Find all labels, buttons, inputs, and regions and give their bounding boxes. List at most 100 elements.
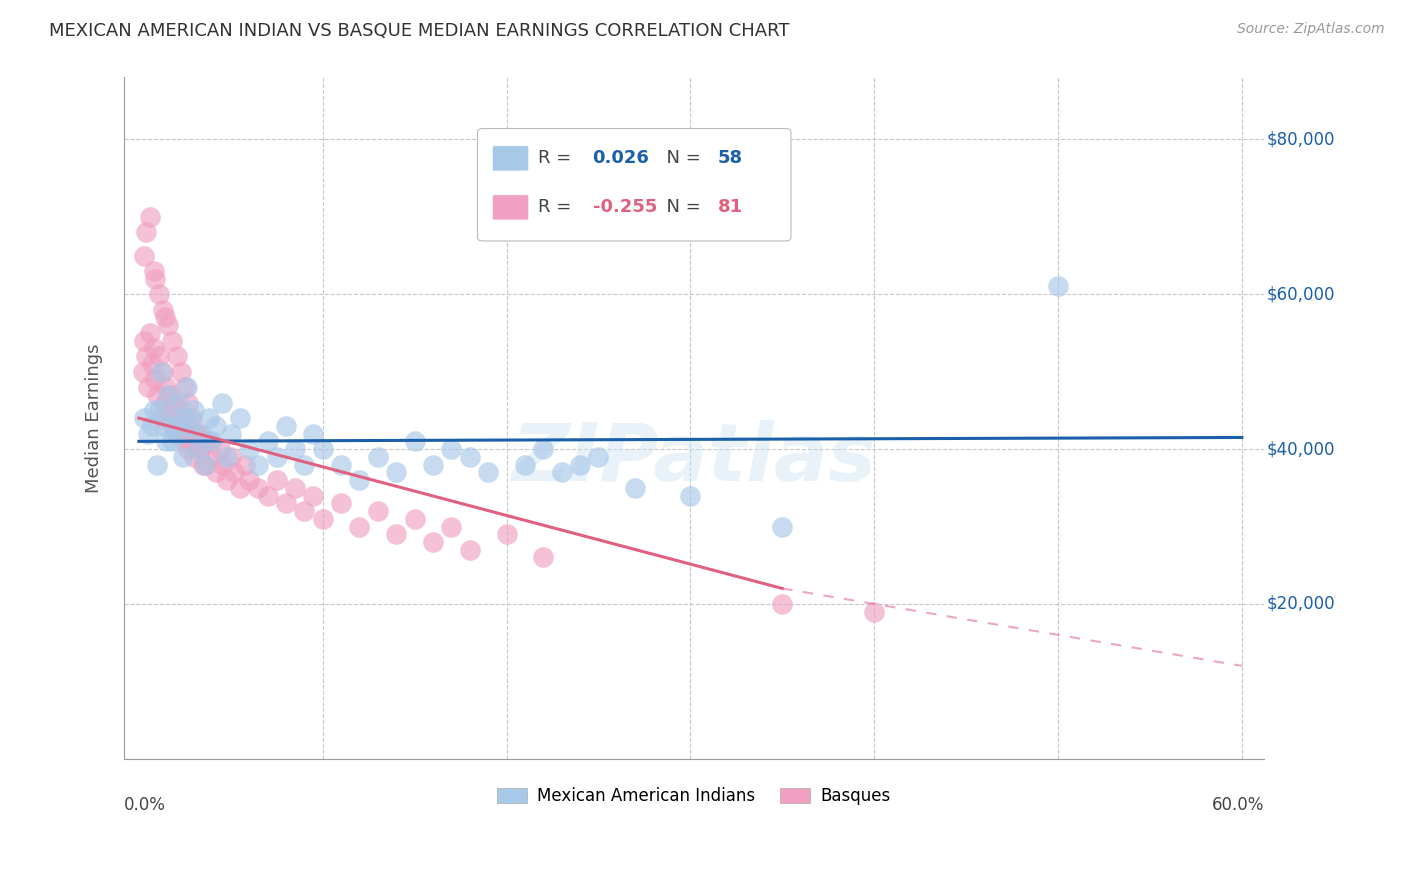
Point <box>238 473 260 487</box>
Point <box>302 426 325 441</box>
Point <box>166 426 188 441</box>
Point <box>169 395 191 409</box>
Point <box>404 512 426 526</box>
Point <box>160 334 183 348</box>
Text: N =: N = <box>655 198 707 217</box>
Point <box>160 418 183 433</box>
Text: 0.0%: 0.0% <box>124 797 166 814</box>
Point <box>177 395 200 409</box>
Point <box>131 365 153 379</box>
Point <box>266 473 288 487</box>
Point <box>201 450 224 464</box>
Point <box>385 527 408 541</box>
Point <box>284 442 307 456</box>
Point <box>770 519 793 533</box>
Text: N =: N = <box>655 149 707 168</box>
Point <box>367 450 389 464</box>
Point <box>477 465 499 479</box>
Point <box>330 458 353 472</box>
Point <box>142 403 165 417</box>
Point <box>212 458 235 472</box>
Point <box>163 418 186 433</box>
Point <box>440 519 463 533</box>
Text: 81: 81 <box>718 198 744 217</box>
Point <box>190 426 212 441</box>
Point <box>349 519 371 533</box>
Point <box>569 458 592 472</box>
Point <box>205 465 228 479</box>
Point <box>136 380 159 394</box>
Point <box>145 372 167 386</box>
Point <box>166 349 188 363</box>
Point <box>1047 279 1070 293</box>
Point <box>458 450 481 464</box>
Point <box>152 365 174 379</box>
Text: 58: 58 <box>718 149 744 168</box>
Point <box>302 489 325 503</box>
Point <box>238 442 260 456</box>
Point <box>179 418 201 433</box>
Point <box>588 450 610 464</box>
Point <box>770 597 793 611</box>
Point <box>458 542 481 557</box>
Point <box>134 248 156 262</box>
Point <box>148 403 170 417</box>
Point <box>142 264 165 278</box>
Point <box>170 426 193 441</box>
Point <box>284 481 307 495</box>
Point <box>139 326 162 340</box>
FancyBboxPatch shape <box>492 194 529 220</box>
Point <box>135 349 157 363</box>
Point <box>440 442 463 456</box>
Text: -0.255: -0.255 <box>592 198 657 217</box>
Point <box>217 473 239 487</box>
Point <box>148 287 170 301</box>
Legend: Mexican American Indians, Basques: Mexican American Indians, Basques <box>491 780 897 812</box>
Point <box>404 434 426 449</box>
Point <box>188 442 211 456</box>
Text: $60,000: $60,000 <box>1267 285 1334 303</box>
Point <box>153 418 176 433</box>
Point <box>349 473 371 487</box>
Point <box>531 550 554 565</box>
Point <box>172 434 194 449</box>
Point <box>274 418 297 433</box>
Point <box>211 395 233 409</box>
Point <box>217 450 239 464</box>
Point <box>197 411 219 425</box>
Point <box>531 442 554 456</box>
Point <box>312 442 335 456</box>
Point <box>550 465 572 479</box>
Point <box>184 426 207 441</box>
Point <box>139 210 162 224</box>
Point <box>145 271 167 285</box>
Point <box>187 442 209 456</box>
Point <box>134 411 156 425</box>
Point <box>157 388 180 402</box>
Point <box>149 411 172 425</box>
Point <box>513 458 536 472</box>
Point <box>165 411 187 425</box>
Text: $40,000: $40,000 <box>1267 440 1334 458</box>
FancyBboxPatch shape <box>492 145 529 171</box>
Point <box>146 388 169 402</box>
Point <box>173 411 195 425</box>
Point <box>201 434 224 449</box>
Point <box>194 458 217 472</box>
Point <box>141 418 163 433</box>
Point <box>247 458 270 472</box>
Text: ZIPatlas: ZIPatlas <box>512 420 876 498</box>
Point <box>367 504 389 518</box>
Point <box>159 388 181 402</box>
Text: 0.026: 0.026 <box>592 149 650 168</box>
Point <box>157 403 180 417</box>
Point <box>181 434 204 449</box>
Text: Source: ZipAtlas.com: Source: ZipAtlas.com <box>1237 22 1385 37</box>
Point <box>229 411 252 425</box>
Point <box>153 395 176 409</box>
Text: R =: R = <box>538 149 582 168</box>
Point <box>422 458 444 472</box>
Point <box>190 442 212 456</box>
Point <box>134 334 156 348</box>
Point <box>495 210 517 224</box>
